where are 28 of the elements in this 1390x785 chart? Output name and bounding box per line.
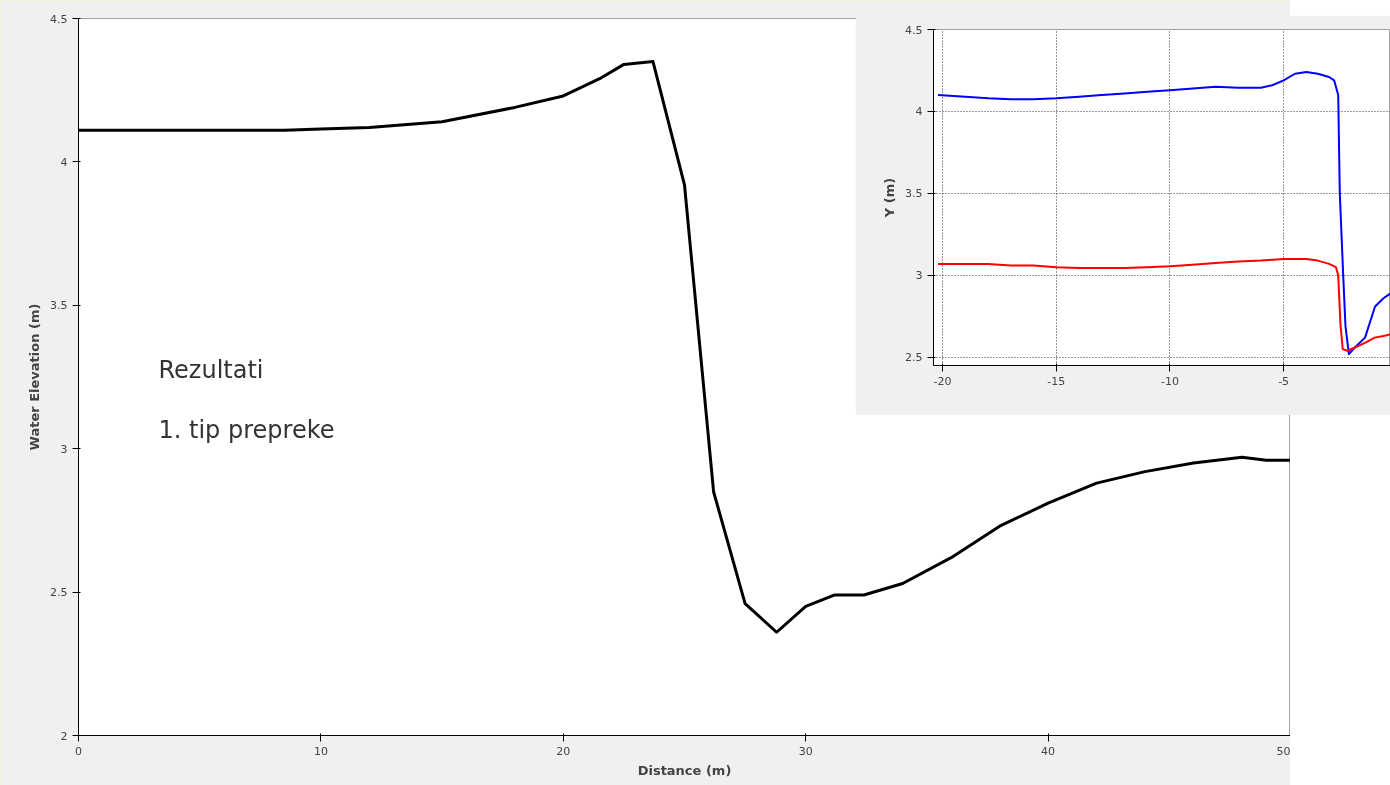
y-axis-title: Water Elevation (m): [27, 303, 43, 451]
x-axis-title: Distance (m): [637, 762, 732, 778]
y-tick-label: 4: [60, 155, 68, 169]
y-tick-label: 4.5: [50, 12, 68, 26]
x-tick-label: 40: [1041, 744, 1056, 758]
x-tick-label: 50: [1276, 744, 1291, 758]
x-tick-label: 10: [313, 744, 328, 758]
y-tick-label: 2.5: [905, 351, 923, 365]
x-tick-label: -5: [1278, 374, 1290, 388]
x-tick-label: -20: [933, 374, 952, 388]
y-tick-label: 2: [60, 729, 68, 743]
y-tick-label: 3: [60, 442, 68, 456]
annotation: Rezultati: [158, 355, 264, 384]
y-tick-label: 4.5: [905, 23, 923, 37]
x-tick-label: 30: [798, 744, 813, 758]
line-series: [937, 257, 1390, 352]
y-axis-title: Y (m): [882, 177, 898, 219]
y-tick-label: 2.5: [50, 586, 68, 600]
line-series: [937, 71, 1390, 356]
y-tick-label: 4: [915, 105, 923, 119]
y-tick-label: 3.5: [50, 299, 68, 313]
x-tick-label: 20: [556, 744, 571, 758]
y-tick-label: 3.5: [905, 187, 923, 201]
x-tick-label: -15: [1047, 374, 1066, 388]
y-tick-label: 3: [915, 269, 923, 283]
x-tick-label: -10: [1160, 374, 1179, 388]
x-tick-label: 0: [75, 744, 82, 758]
annotation: 1. tip prepreke: [158, 415, 335, 444]
